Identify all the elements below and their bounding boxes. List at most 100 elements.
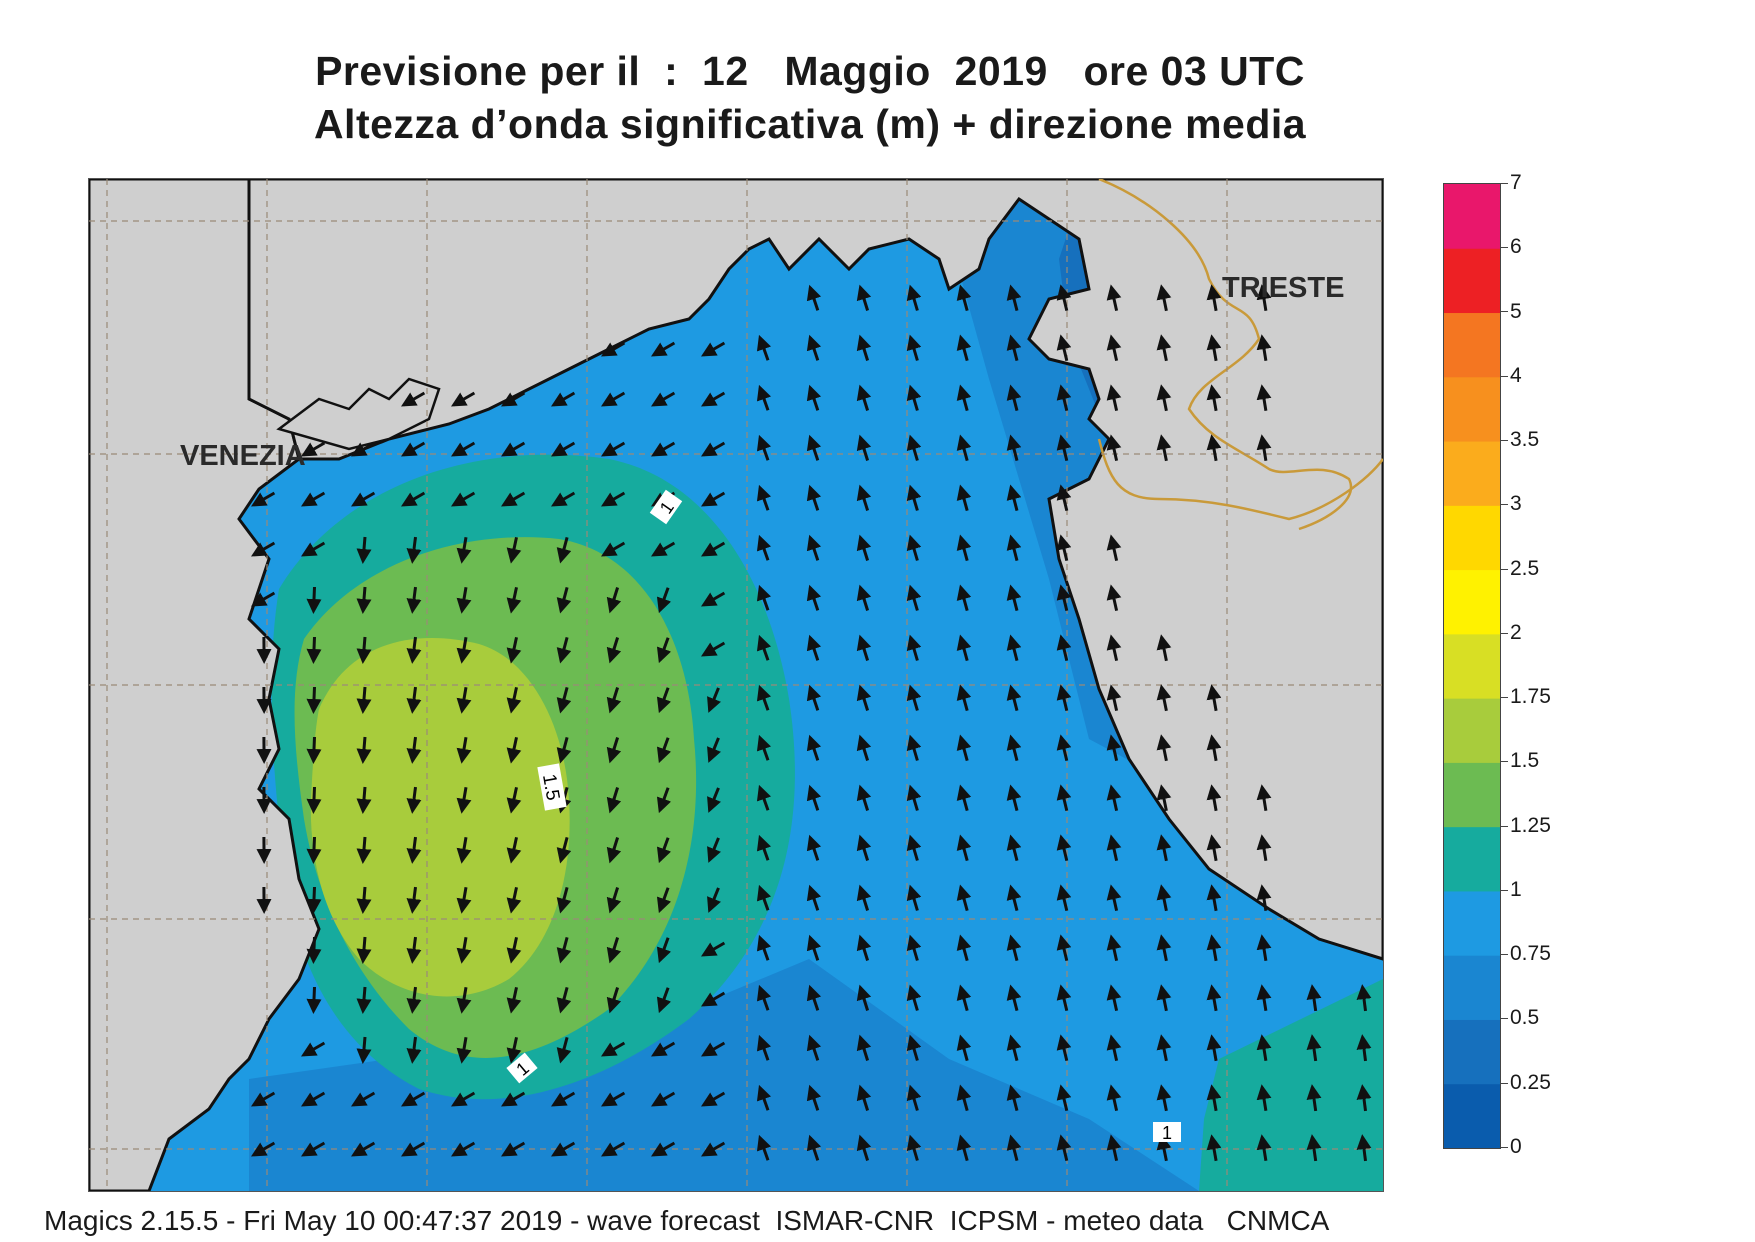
wave-arrow: [856, 784, 872, 811]
wave-arrow: [506, 886, 522, 914]
wave-height-map: 1 1.5 1 1: [88, 178, 1384, 1192]
wave-arrow: [707, 687, 721, 713]
colorbar-band: [1444, 955, 1500, 1020]
wave-arrow: [856, 834, 872, 861]
wave-arrow: [556, 737, 572, 764]
wave-arrow: [1256, 984, 1272, 1012]
wave-arrow: [1256, 284, 1272, 312]
wave-arrow: [1206, 984, 1222, 1012]
wave-arrow: [856, 1134, 872, 1161]
wave-arrow: [1106, 984, 1122, 1012]
map-title-line2: Altezza d’onda significativa (m) + direz…: [313, 101, 1307, 147]
wave-arrow: [601, 541, 626, 557]
wave-arrow: [356, 736, 372, 764]
wave-arrow: [1006, 434, 1022, 461]
wave-arrow: [306, 836, 322, 864]
wave-arrow: [701, 441, 726, 457]
wave-arrow: [906, 1034, 922, 1061]
wave-arrow: [306, 986, 322, 1014]
wave-arrow: [506, 636, 522, 664]
colorbar-band: [1444, 1019, 1500, 1085]
wave-arrow: [1206, 734, 1222, 762]
wave-arrow: [1156, 1084, 1172, 1112]
wave-arrow: [506, 986, 522, 1014]
contour-label-text: 1.5: [538, 772, 563, 802]
colorbar-tick-label: 4: [1500, 364, 1522, 387]
wave-arrow: [601, 1141, 626, 1157]
wave-arrow: [906, 734, 922, 761]
wave-arrow: [1006, 984, 1022, 1011]
wave-arrow: [1106, 584, 1122, 612]
wave-arrow: [551, 391, 576, 407]
wave-arrow: [1056, 834, 1072, 862]
wave-arrow: [906, 1134, 922, 1161]
contour-label-1-southeast: 1: [1153, 1122, 1181, 1143]
wave-arrow: [1206, 1134, 1222, 1162]
wave-arrow: [406, 836, 422, 864]
wave-arrow: [1006, 784, 1022, 811]
colorbar-tick-label: 7: [1500, 172, 1522, 194]
wave-arrow: [506, 836, 522, 864]
wave-arrow: [556, 937, 572, 964]
map-title-line1: Previsione per il : 12 Maggio 2019 ore 0…: [315, 48, 1305, 94]
wave-arrow: [1256, 1034, 1272, 1062]
wave-arrow: [1106, 684, 1122, 712]
wave-arrow: [956, 634, 972, 661]
wave-arrow: [651, 1141, 676, 1157]
wave-arrow: [906, 534, 922, 561]
wave-arrow: [1106, 834, 1122, 862]
wave-arrow: [651, 391, 676, 407]
wave-arrow: [506, 936, 522, 964]
wave-arrow: [356, 936, 372, 964]
wave-arrow: [1056, 484, 1072, 512]
wave-arrow: [301, 441, 326, 457]
wave-arrow: [306, 636, 322, 664]
wave-arrow: [701, 541, 726, 557]
wave-arrow: [606, 637, 622, 664]
wave-arrow: [756, 834, 772, 861]
wave-arrow: [251, 491, 276, 507]
wave-arrow: [301, 491, 326, 507]
wave-arrow: [301, 541, 326, 557]
wave-arrow: [406, 536, 422, 564]
wave-arrow: [756, 434, 772, 461]
wave-arrow: [956, 784, 972, 811]
wave-arrow: [906, 884, 922, 911]
wave-zone-southeast: [1199, 979, 1383, 1191]
wave-arrow: [1156, 734, 1172, 762]
wave-arrow: [356, 1036, 372, 1064]
wave-arrow: [1156, 384, 1172, 412]
wave-arrow: [301, 1091, 326, 1107]
wave-arrow: [1106, 634, 1122, 662]
wave-arrow: [1206, 384, 1222, 412]
colorbar-tick-label: 1.25: [1500, 814, 1551, 837]
wave-arrow: [1056, 784, 1072, 812]
wave-arrow: [701, 491, 726, 507]
wave-zone-1-5m: [310, 637, 570, 997]
wave-arrow: [456, 836, 472, 864]
wave-arrow: [1006, 884, 1022, 911]
wave-arrow: [451, 1091, 476, 1107]
wave-arrow: [1206, 1034, 1222, 1062]
wave-arrow: [1106, 434, 1122, 462]
wave-arrow: [651, 341, 676, 357]
wave-arrow: [707, 887, 721, 913]
wave-arrow: [856, 334, 872, 361]
wave-arrow: [406, 886, 422, 914]
contour-label-1-north: 1: [649, 489, 683, 525]
wave-arrow: [956, 984, 972, 1011]
wave-arrow: [1356, 1134, 1372, 1162]
wave-arrow: [456, 886, 472, 914]
wave-arrow: [251, 1091, 276, 1107]
colorbar-band: [1444, 633, 1500, 699]
wave-arrow: [906, 984, 922, 1011]
colorbar-tick-label: 0.5: [1500, 1007, 1539, 1029]
wave-arrow: [556, 687, 572, 714]
wave-arrow: [606, 837, 622, 864]
wave-arrow: [956, 734, 972, 761]
wave-arrow: [756, 1084, 772, 1111]
wave-arrow: [1056, 1084, 1072, 1112]
wave-arrow: [906, 434, 922, 461]
wave-arrow: [401, 1091, 426, 1107]
wave-arrow: [656, 987, 672, 1014]
